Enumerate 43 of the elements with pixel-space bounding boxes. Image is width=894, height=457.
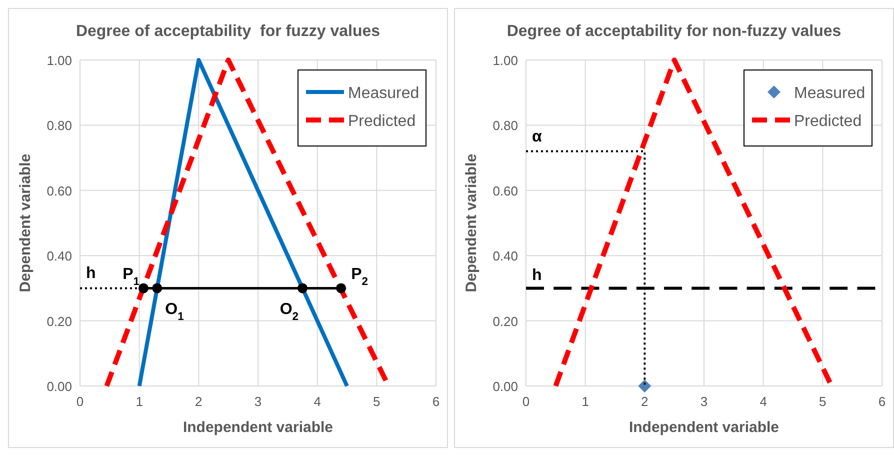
chart-title: Degree of acceptability for fuzzy values	[76, 23, 380, 40]
y-tick-label: 0.80	[46, 118, 72, 134]
x-tick-label: 3	[254, 394, 262, 409]
ref-line-label: h	[532, 267, 542, 284]
y-tick-label: 0.20	[492, 314, 518, 329]
annotation: α	[532, 128, 542, 146]
x-tick-label: 6	[432, 394, 440, 409]
x-tick-label: 6	[878, 394, 886, 409]
legend-label: Predicted	[794, 113, 862, 130]
y-tick-label: 0.40	[492, 248, 518, 264]
legend-label: Measured	[794, 85, 866, 102]
x-tick-label: 3	[700, 394, 708, 409]
annotation: O$_{1}$	[165, 301, 184, 324]
legend-label: Measured	[348, 85, 420, 102]
x-axis-title: Independent variable	[628, 419, 780, 436]
x-tick-label: 5	[373, 394, 380, 409]
y-tick-label: 1.00	[492, 53, 518, 68]
y-tick-label: 0.20	[46, 314, 72, 329]
y-tick-label: 0.00	[46, 379, 72, 394]
y-axis-title: Dependent variable	[17, 154, 34, 292]
y-axis-title: Dependent variable	[463, 154, 480, 292]
x-tick-label: 2	[195, 394, 202, 409]
x-tick-label: 2	[641, 394, 648, 409]
x-tick-label: 4	[760, 394, 767, 409]
annotation: P$_{1}$	[122, 266, 140, 288]
x-tick-label: 1	[136, 394, 143, 409]
annotation: O$_{2}$	[280, 301, 298, 324]
y-tick-label: 0.40	[46, 248, 72, 264]
x-tick-label: 5	[819, 394, 826, 409]
x-tick-label: 0	[76, 394, 84, 409]
annotation: h	[86, 265, 96, 282]
y-tick-label: 0.60	[492, 183, 518, 198]
legend-label: Predicted	[348, 113, 416, 130]
x-axis-title: Independent variable	[182, 419, 334, 436]
annotation: P$_{2}$	[351, 266, 368, 288]
x-tick-label: 0	[522, 394, 530, 409]
y-tick-label: 0.60	[46, 183, 72, 198]
y-tick-label: 0.80	[492, 118, 518, 134]
y-tick-label: 0.00	[492, 379, 518, 394]
y-tick-label: 1.00	[46, 53, 72, 68]
x-tick-label: 1	[582, 394, 589, 409]
chart-title: Degree of acceptability for non-fuzzy values	[506, 23, 842, 40]
x-tick-label: 4	[314, 394, 321, 409]
